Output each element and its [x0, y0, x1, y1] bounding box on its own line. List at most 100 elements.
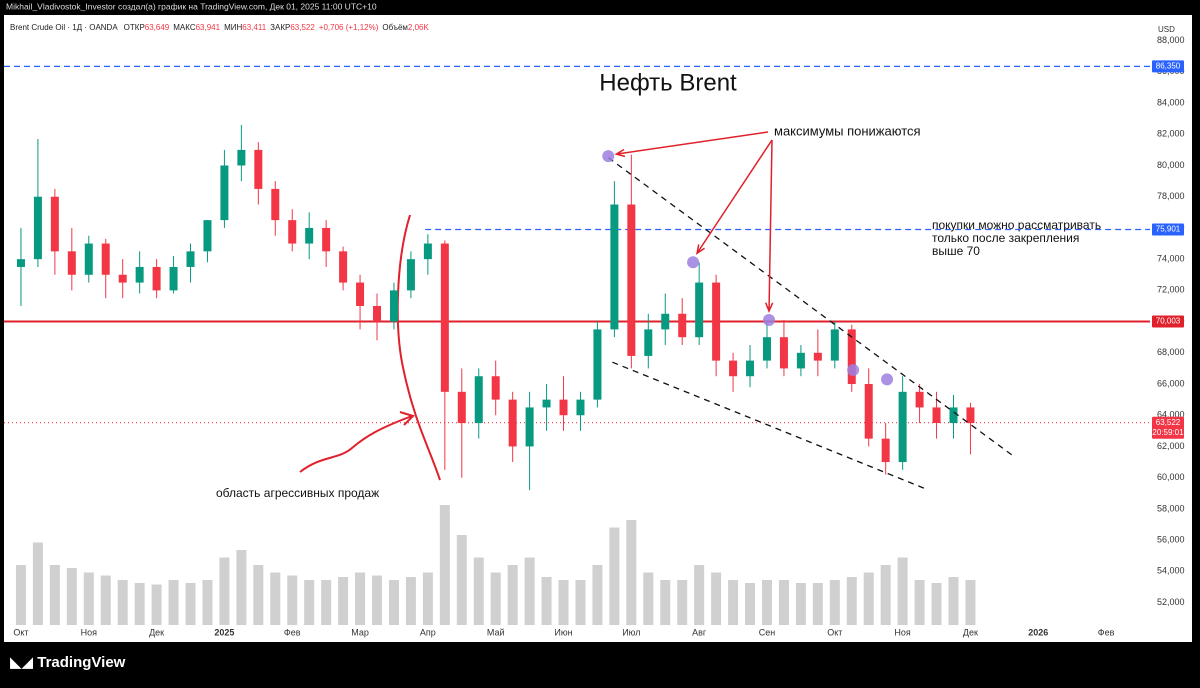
candle-body	[881, 438, 890, 463]
candle-body	[593, 329, 602, 400]
volume-bar	[931, 583, 942, 625]
y-tick-label: 68,000	[1157, 347, 1185, 357]
candle-body	[152, 266, 161, 291]
x-tick-label: Апр	[420, 627, 436, 637]
x-tick-label: Мар	[351, 627, 369, 637]
price-tag-label: 70,003	[1156, 317, 1181, 326]
high-marker	[687, 256, 700, 269]
volume-bar	[151, 584, 162, 625]
x-tick-label: Фев	[284, 627, 301, 637]
high-marker	[602, 150, 615, 163]
y-tick-label: 88,000	[1157, 35, 1185, 45]
candle-body	[423, 243, 432, 260]
volume-bar	[270, 572, 281, 625]
plot-background	[4, 15, 1192, 642]
volume-bar	[66, 568, 77, 625]
high-marker	[847, 363, 860, 376]
candle-body	[288, 220, 297, 244]
candle-body	[118, 274, 127, 283]
currency: USD	[1158, 25, 1175, 34]
candle-body	[661, 313, 670, 330]
candle-body	[712, 282, 721, 361]
volume-bar	[643, 572, 654, 625]
candle-body	[356, 282, 365, 306]
buy-note-line: покупки можно рассматривать	[932, 218, 1101, 232]
candle-body	[796, 352, 805, 369]
candle-body	[864, 384, 873, 439]
caption: Mikhail_Vladivostok_Investor создал(а) г…	[6, 1, 377, 11]
candle-body	[559, 399, 568, 416]
trendline	[607, 157, 1016, 458]
y-tick-label: 64,000	[1157, 410, 1185, 420]
candle-body	[762, 337, 771, 361]
sell-zone-drawing	[396, 214, 441, 481]
candle-body	[610, 204, 619, 330]
buy-note-line: выше 70	[932, 244, 980, 258]
brand-name: TradingView	[37, 654, 125, 671]
x-tick-label: Сен	[759, 627, 776, 637]
y-tick-label: 60,000	[1157, 472, 1185, 482]
volume-bar	[32, 542, 43, 625]
volume-bar	[236, 550, 247, 625]
candle-body	[305, 227, 314, 244]
volume-bar	[473, 557, 484, 625]
volume-bar	[100, 575, 111, 625]
candle-body	[966, 407, 975, 424]
candle-body	[169, 266, 178, 291]
symbol: Brent Crude Oil · 1Д · OANDA ОТКР63,649 МА…	[10, 23, 429, 32]
ohlc-value: 63,649	[145, 23, 170, 32]
volume-bar	[948, 577, 959, 625]
candle-body	[186, 251, 195, 267]
candle-body	[779, 337, 788, 369]
candle-body	[373, 305, 382, 322]
x-tick-label: Окт	[827, 627, 842, 637]
buy-note: покупки можно рассматривать только после …	[932, 218, 1101, 258]
volume-bar	[761, 580, 772, 625]
volume-bar	[795, 583, 806, 625]
annotation-arrow	[614, 131, 769, 158]
volume-bar	[168, 580, 179, 625]
volume-bar	[405, 577, 416, 625]
ohlc-label: МИН	[224, 23, 242, 32]
volume-bar	[846, 577, 857, 625]
change: +0,706 (+1,12%)	[319, 23, 379, 32]
candle-body	[322, 227, 331, 252]
candle-body	[33, 196, 42, 260]
candle-body	[220, 165, 229, 221]
volume-bar	[338, 577, 349, 625]
volume-bar	[880, 565, 891, 625]
brand-icon: ◣◢	[10, 654, 37, 671]
volume-bar	[626, 520, 637, 625]
x-tick-label: 2026	[1028, 627, 1048, 637]
candle-body	[237, 149, 246, 166]
x-tick-label: Ноя	[81, 627, 98, 637]
volume-bar	[507, 565, 518, 625]
volume-bar	[914, 580, 925, 625]
trendline	[612, 361, 926, 490]
volume-bar	[558, 580, 569, 625]
x-tick-label: Май	[487, 627, 505, 637]
y-tick-label: 66,000	[1157, 378, 1185, 388]
candle-body	[406, 259, 415, 291]
candle-body	[949, 407, 958, 424]
candle-body	[627, 204, 636, 356]
x-tick-label: 2025	[214, 627, 234, 637]
y-tick-label: 82,000	[1157, 129, 1185, 139]
price-tag	[1152, 223, 1184, 236]
candle-body	[898, 391, 907, 463]
candle-body	[203, 220, 212, 252]
volume-bar	[490, 572, 501, 625]
y-tick-label: 52,000	[1157, 597, 1185, 607]
ohlc-label: ОТКР	[124, 23, 145, 32]
volume-bar	[422, 572, 433, 625]
volume-bar	[304, 580, 315, 625]
volume-bar	[456, 535, 467, 625]
countdown: 20:59:01	[1152, 428, 1184, 437]
price-tag	[1152, 416, 1184, 439]
symbol-name: Brent Crude Oil · 1Д · OANDA	[10, 23, 118, 32]
ohlc-value: 63,941	[196, 23, 221, 32]
volume-bar	[592, 565, 603, 625]
sell-arrow-drawing	[299, 411, 415, 473]
volume-bar	[321, 580, 332, 625]
